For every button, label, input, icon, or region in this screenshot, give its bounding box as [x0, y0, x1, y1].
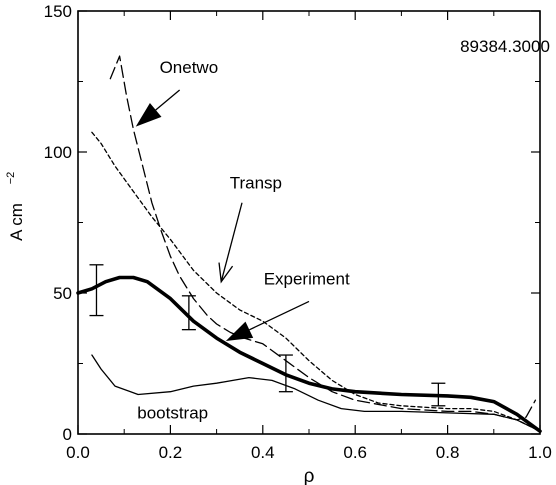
error-bar [181, 295, 196, 331]
ticks-layer: 0.0 0.2 0.4 0.6 0.8 1.0 0 50 100 150 [44, 2, 552, 462]
series-transp-line [91, 131, 541, 432]
annotation-arrow [135, 89, 181, 127]
y-axis-label-main: A cm [7, 203, 26, 241]
error-bar [278, 354, 293, 393]
annotation-experiment: Experiment [264, 270, 350, 289]
annotation-transp: Transp [230, 174, 282, 193]
x-tick-label: 0.6 [343, 443, 367, 462]
annotation-onetwo: Onetwo [160, 58, 219, 77]
x-axis-label: ρ [304, 466, 315, 485]
x-tick-label: 0.0 [66, 443, 90, 462]
x-tick-label: 0.4 [251, 443, 275, 462]
series-layer [76, 55, 542, 433]
plot-frame [77, 10, 541, 435]
annotation-arrow [225, 300, 310, 341]
series-experiment-line [76, 275, 542, 433]
annotation-arrow [218, 202, 243, 284]
y-axis-label: A cm −2 [5, 172, 26, 241]
y-tick-label: 0 [63, 425, 72, 444]
y-tick-label: 100 [44, 143, 72, 162]
error-bar [431, 382, 446, 407]
error-bar [89, 264, 104, 317]
x-tick-label: 1.0 [528, 443, 552, 462]
series-bootstrap-line [91, 354, 541, 432]
shot-label: 89384.3000 [460, 37, 550, 56]
annotation-layer: Onetwo Transp Experiment bootstrap [135, 58, 350, 422]
y-tick-label: 150 [44, 2, 72, 21]
y-tick-label: 50 [53, 284, 72, 303]
x-tick-label: 0.2 [159, 443, 183, 462]
errorbar-layer [89, 264, 446, 407]
y-axis-label-exponent: −2 [5, 172, 17, 185]
series-onetwo-line [109, 55, 537, 421]
x-tick-label: 0.8 [436, 443, 460, 462]
annotation-bootstrap: bootstrap [137, 403, 208, 422]
